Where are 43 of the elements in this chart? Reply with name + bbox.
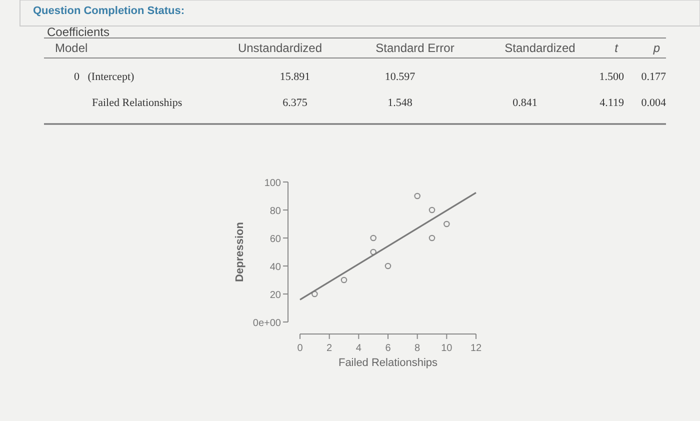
category-label: t (614, 41, 619, 55)
text: Coefficients (47, 25, 110, 39)
category-label: Failed Relationships (92, 97, 182, 109)
x-tick-label: 2 (326, 343, 333, 354)
point (428, 234, 436, 242)
y-axis-title: Depression (234, 222, 246, 282)
y-tick-label: 0e+00 (252, 318, 282, 329)
point (370, 248, 376, 256)
category-label: Model (55, 41, 88, 55)
category-label: Standardized (504, 41, 576, 55)
text: 0.841 (512, 97, 538, 109)
category-label: Standard Error (376, 41, 454, 55)
x-tick-label: 4 (356, 343, 362, 354)
category-label: 0 (Intercept) (74, 71, 134, 83)
x-tick-label: 12 (470, 343, 482, 354)
point (414, 192, 420, 200)
text: 15.891 (280, 71, 310, 83)
y-tick-label: 60 (270, 234, 282, 245)
text: 4.119 (600, 97, 624, 109)
text: 0.004 (641, 97, 666, 109)
point (444, 220, 450, 228)
category-label: Unstandardized (238, 41, 322, 55)
y-tick-label: 80 (270, 206, 282, 217)
text: 6.375 (282, 97, 308, 109)
text: 1.548 (388, 97, 412, 109)
y-tick-label: 100 (264, 178, 282, 189)
text: 10.597 (384, 71, 416, 83)
x-tick-label: 10 (441, 343, 453, 354)
category-label: p (652, 41, 660, 55)
point (384, 262, 392, 270)
y-tick-label: 20 (270, 290, 282, 301)
point (428, 206, 436, 214)
text: 1.500 (599, 71, 624, 83)
text: 0.177 (641, 71, 666, 83)
point (370, 234, 376, 242)
x-axis-title: Failed Relationships (338, 357, 438, 369)
x-tick-label: 8 (414, 343, 421, 354)
x-tick-label: 0 (297, 343, 304, 354)
point (340, 276, 348, 284)
y-tick-label: 40 (270, 262, 282, 273)
point (312, 290, 318, 298)
text: Question Completion Status: (33, 5, 185, 17)
x-tick-label: 6 (385, 343, 392, 354)
